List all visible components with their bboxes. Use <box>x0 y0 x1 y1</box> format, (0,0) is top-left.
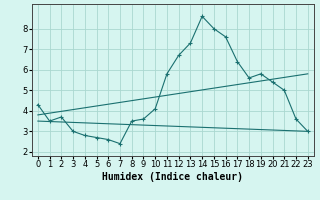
X-axis label: Humidex (Indice chaleur): Humidex (Indice chaleur) <box>102 172 243 182</box>
